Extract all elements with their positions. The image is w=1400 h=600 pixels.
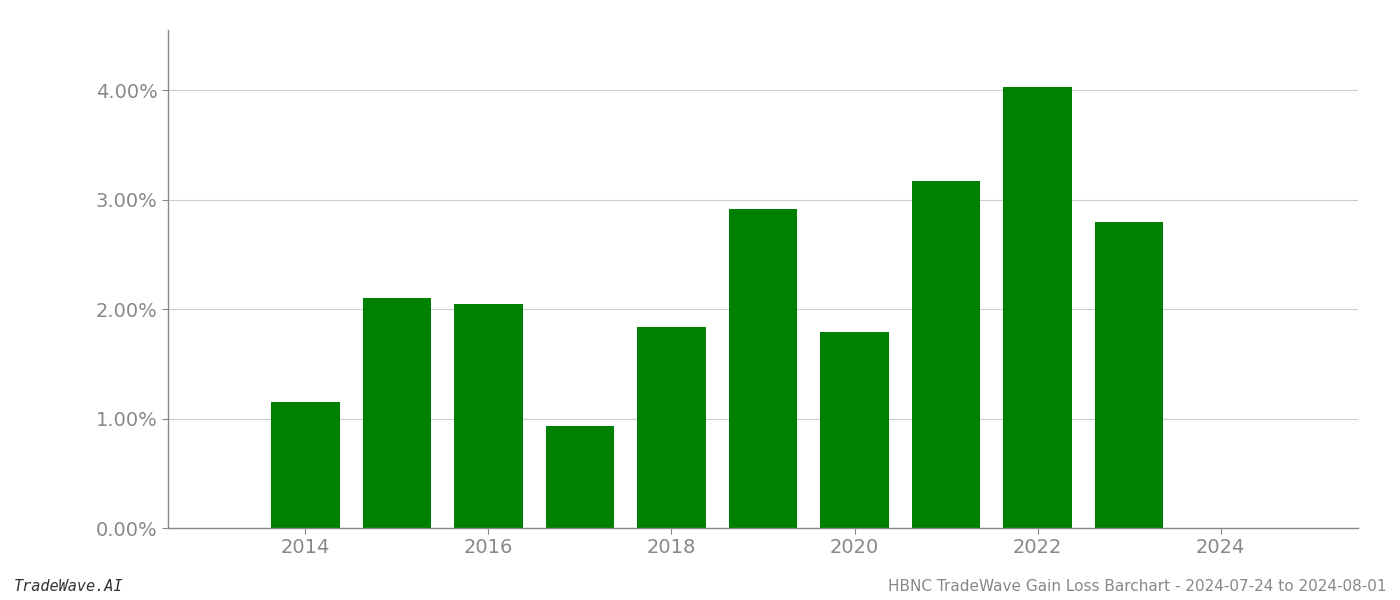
Bar bbox=[637, 326, 706, 528]
Text: HBNC TradeWave Gain Loss Barchart - 2024-07-24 to 2024-08-01: HBNC TradeWave Gain Loss Barchart - 2024… bbox=[888, 579, 1386, 594]
Bar bbox=[363, 298, 431, 528]
Bar bbox=[820, 332, 889, 528]
Bar bbox=[911, 181, 980, 528]
Bar bbox=[272, 402, 340, 528]
Text: TradeWave.AI: TradeWave.AI bbox=[14, 579, 123, 594]
Bar bbox=[454, 304, 522, 528]
Bar bbox=[1004, 87, 1072, 528]
Bar bbox=[546, 426, 615, 528]
Bar bbox=[728, 209, 798, 528]
Bar bbox=[1095, 221, 1163, 528]
